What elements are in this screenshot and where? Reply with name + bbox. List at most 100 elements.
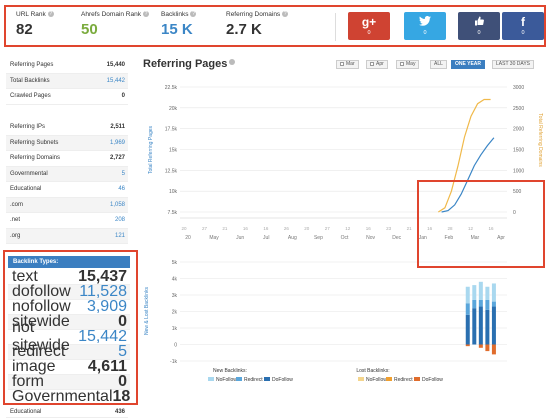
- twitter-button[interactable]: 0: [404, 12, 446, 40]
- x-tick-label: 12: [468, 226, 474, 231]
- legend-title: Lost Backlinks:: [356, 368, 389, 374]
- bar-new-redirect: [478, 299, 483, 307]
- metric-value: 50: [81, 21, 98, 38]
- backlink-type-row: nofollow 3,909: [8, 298, 130, 315]
- x-month-label: Jul: [263, 235, 269, 241]
- y-tick-label: 12.5k: [165, 168, 178, 174]
- help-icon[interactable]: ?: [47, 11, 54, 17]
- checkbox-label: May: [406, 61, 416, 67]
- stat-value-link[interactable]: 15,442: [106, 77, 125, 84]
- filter-checkbox-mar[interactable]: Mar: [336, 60, 359, 69]
- y-tick-label: 7.5k: [168, 210, 178, 216]
- stats-after-box: Educational 436: [6, 406, 128, 418]
- help-icon[interactable]: ?: [190, 11, 197, 17]
- bar-new-redirect: [472, 299, 477, 309]
- x-tick-label: 27: [325, 226, 331, 231]
- stat-row: Educational 436: [6, 406, 128, 418]
- twitter-bird-icon: [404, 14, 446, 30]
- y2-tick-label: 3000: [513, 85, 524, 91]
- x-month-label: May: [209, 235, 219, 241]
- stat-label: redirect: [12, 343, 66, 360]
- bar-new-nofollow: [485, 286, 490, 300]
- stat-label: Referring Pages: [10, 62, 54, 69]
- divider: [335, 13, 336, 41]
- x-tick-label: 20: [304, 226, 310, 231]
- stat-value-link[interactable]: 1,058: [109, 201, 125, 208]
- bar-new-dofollow: [465, 314, 470, 345]
- stat-value-link[interactable]: 11,528: [79, 283, 127, 300]
- stat-value-link[interactable]: 46: [118, 186, 125, 193]
- button-label: LAST 30 DAYS: [496, 61, 530, 67]
- help-icon[interactable]: [229, 59, 236, 65]
- stat-label: nofollow: [12, 298, 71, 315]
- checkbox-label: Apr: [376, 61, 384, 67]
- backlink-type-row: image 4,611: [8, 358, 130, 375]
- x-month-label: Dec: [392, 235, 401, 241]
- x-month-label: Jun: [236, 235, 244, 241]
- y2-tick-label: 500: [513, 189, 522, 195]
- stat-row: Educational 46: [6, 182, 128, 198]
- help-icon[interactable]: ?: [282, 11, 289, 17]
- stats-group-pages: Referring Pages 15,440 Total Backlinks 15,…: [6, 58, 128, 105]
- stat-row: .com 1,058: [6, 197, 128, 213]
- y2-tick-label: 2500: [513, 106, 524, 112]
- x-tick-label: 23: [386, 226, 392, 231]
- stat-label: .com: [10, 201, 24, 208]
- line-series-0: [437, 98, 491, 213]
- legend-swatch: [236, 377, 242, 381]
- stat-value: 2,727: [109, 155, 125, 162]
- period-one-year-button[interactable]: ONE YEAR: [451, 60, 486, 69]
- y-tick-label: 3k: [172, 293, 178, 299]
- backlink-type-row: Governmental 18: [8, 388, 130, 403]
- stat-label: text: [12, 268, 38, 285]
- google-plus-button[interactable]: g+ 0: [348, 12, 390, 40]
- x-tick-label: 27: [202, 226, 208, 231]
- line-series-1: [441, 137, 495, 213]
- stat-value: 15,437: [78, 268, 127, 285]
- facebook-button[interactable]: f 0: [502, 12, 544, 40]
- stat-value: 436: [114, 408, 125, 415]
- stat-value-link[interactable]: 208: [114, 217, 125, 224]
- x-tick-label: 20: [181, 226, 187, 231]
- help-icon[interactable]: ?: [142, 11, 149, 17]
- y-tick-label: 2k: [172, 310, 178, 316]
- bar-new-dofollow: [485, 309, 490, 345]
- metric-backlinks: Backlinks? 15 K: [151, 7, 216, 45]
- stat-label: image: [12, 358, 56, 375]
- y-tick-label: 22.5k: [165, 85, 178, 91]
- bar-new-dofollow: [472, 308, 477, 345]
- legend-label: Redirect: [244, 377, 263, 383]
- stat-label: dofollow: [12, 283, 71, 300]
- stat-label: form: [12, 373, 44, 390]
- legend-label: Redirect: [394, 377, 413, 383]
- period-all-button[interactable]: ALL: [430, 60, 447, 69]
- metric-label: URL Rank: [16, 11, 46, 18]
- stat-value-link[interactable]: 5: [118, 343, 127, 360]
- stat-value-link[interactable]: 15,442: [78, 328, 127, 345]
- stat-value-link[interactable]: 3,909: [86, 298, 127, 315]
- x-tick-label: 26: [284, 226, 290, 231]
- like-button[interactable]: 0: [458, 12, 500, 40]
- filter-checkbox-may[interactable]: May: [396, 60, 420, 69]
- stat-label: Referring Subnets: [10, 139, 59, 146]
- metric-referring-domains: Referring Domains? 2.7 K: [216, 7, 316, 45]
- filter-checkbox-apr[interactable]: Apr: [366, 60, 388, 69]
- stat-row: Referring Domains 2,727: [6, 151, 128, 167]
- legend-swatch: [386, 377, 392, 381]
- bar-new-nofollow: [465, 286, 470, 304]
- checkbox-icon: [370, 61, 374, 66]
- x-month-label: Sep: [314, 235, 323, 241]
- x-tick-label: 21: [407, 226, 413, 231]
- bar-new-nofollow: [491, 283, 496, 302]
- period-last-30-days-button[interactable]: LAST 30 DAYS: [492, 60, 534, 69]
- backlink-types-panel: Backlink Types: text 15,437 dofollow 11,528…: [3, 250, 138, 405]
- bar-new-redirect: [485, 299, 490, 310]
- legend-label: NoFollow: [366, 377, 387, 383]
- metric-value: 15 K: [161, 21, 193, 38]
- bar-new-nofollow: [472, 285, 477, 300]
- stat-label: Crawled Pages: [10, 93, 51, 100]
- backlink-type-row: dofollow 11,528: [8, 283, 130, 300]
- stat-value-link[interactable]: 5: [121, 170, 125, 177]
- stat-value-link[interactable]: 1,969: [109, 139, 125, 146]
- stat-value-link[interactable]: 121: [114, 232, 125, 239]
